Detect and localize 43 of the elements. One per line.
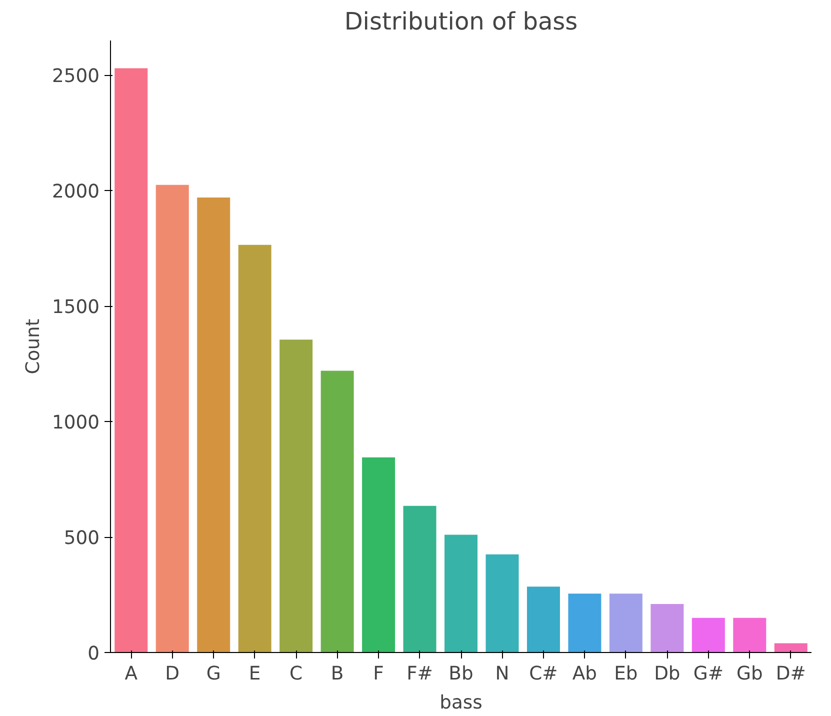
bar: [197, 198, 230, 652]
bar: [362, 457, 396, 652]
y-tick-label: 0: [88, 644, 100, 664]
x-tick-label: D#: [776, 664, 806, 684]
x-tick-label: Bb: [448, 664, 474, 684]
x-tick-label: G: [206, 664, 221, 684]
x-tick-label: D: [165, 664, 180, 684]
y-tick-label: 1000: [52, 412, 100, 434]
bar: [609, 594, 642, 652]
x-tick-label: A: [124, 664, 138, 684]
bar: [650, 604, 684, 652]
x-tick-label: F: [373, 664, 384, 684]
bar: [486, 554, 519, 652]
bar: [526, 586, 560, 652]
bar: [156, 184, 189, 652]
bar: [114, 68, 148, 652]
bar: [403, 506, 436, 652]
bar: [320, 370, 354, 652]
x-axis-title: bass: [440, 692, 482, 714]
y-tick-label: 1500: [52, 297, 100, 318]
x-tick-label: G#: [693, 664, 724, 684]
bar: [692, 618, 725, 652]
chart-title: Distribution of bass: [344, 8, 578, 36]
y-tick-label: 500: [64, 528, 100, 550]
y-tick-label: 2500: [52, 66, 100, 88]
bar: [774, 643, 808, 652]
x-tick-label: C: [290, 664, 303, 684]
bar: [733, 618, 766, 652]
bar: [238, 244, 272, 652]
x-tick-label: B: [330, 664, 344, 684]
x-tick-label: E: [248, 664, 261, 684]
x-tick-label: C#: [529, 664, 558, 684]
x-tick-label: F#: [406, 664, 433, 684]
y-axis-title: Count: [23, 318, 44, 374]
bar: [568, 594, 602, 652]
y-tick-label: 2000: [52, 182, 100, 203]
x-tick-label: Db: [654, 664, 680, 684]
x-tick-label: Ab: [572, 664, 598, 684]
x-tick-label: N: [495, 664, 510, 684]
x-tick-label: Gb: [736, 664, 763, 684]
bar: [280, 340, 313, 652]
bar: [444, 534, 478, 652]
x-tick-label: Eb: [614, 664, 638, 684]
